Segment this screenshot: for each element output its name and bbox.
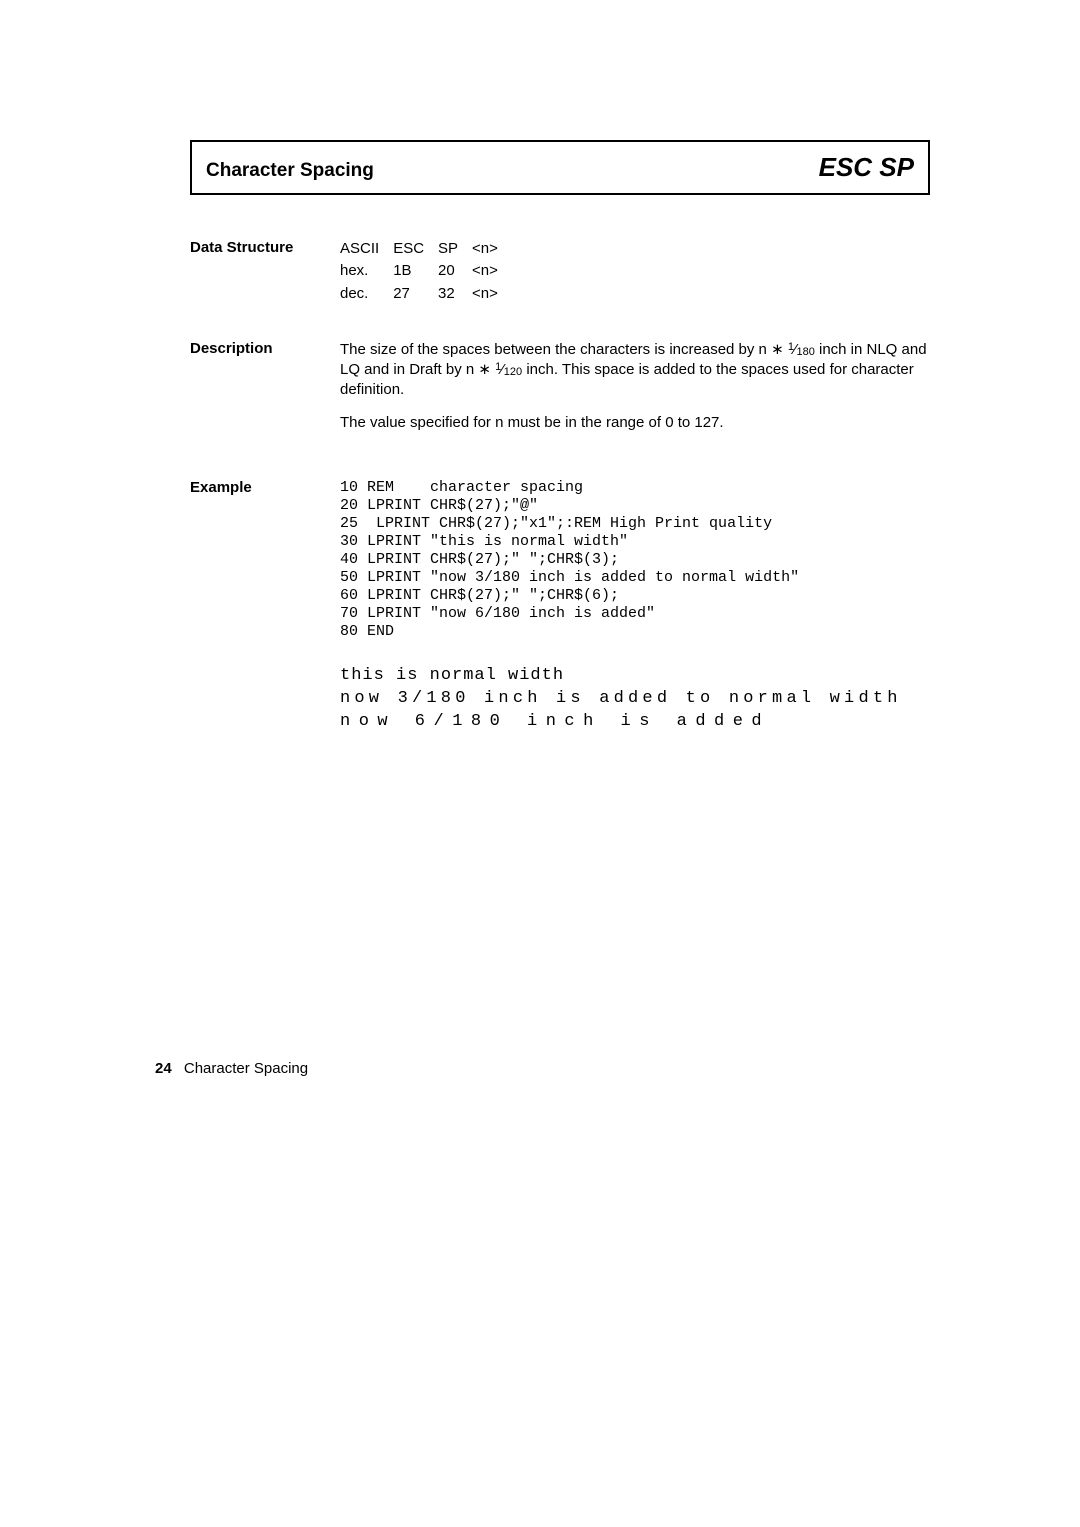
fraction-denominator: 120 bbox=[504, 366, 522, 378]
description-section: Description The size of the spaces betwe… bbox=[190, 340, 930, 445]
table-row: hex. 1B 20 <n> bbox=[340, 261, 512, 283]
page-footer: 24 Character Spacing bbox=[155, 1060, 308, 1077]
ds-cell: <n> bbox=[472, 239, 512, 261]
ds-cell: 1B bbox=[393, 261, 438, 283]
page-number: 24 bbox=[155, 1060, 172, 1077]
ds-cell: hex. bbox=[340, 261, 393, 283]
table-row: dec. 27 32 <n> bbox=[340, 284, 512, 306]
fraction-denominator: 180 bbox=[796, 346, 814, 358]
output-line-1: this is normal width bbox=[340, 665, 930, 688]
ds-cell: dec. bbox=[340, 284, 393, 306]
ds-cell: <n> bbox=[472, 284, 512, 306]
title-right: ESC SP bbox=[819, 152, 914, 183]
ds-cell: 27 bbox=[393, 284, 438, 306]
ds-cell: <n> bbox=[472, 261, 512, 283]
ds-cell: ASCII bbox=[340, 239, 393, 261]
table-row: ASCII ESC SP <n> bbox=[340, 239, 512, 261]
title-left: Character Spacing bbox=[206, 160, 374, 182]
description-paragraph-1: The size of the spaces between the chara… bbox=[340, 340, 930, 401]
desc-text: The size of the spaces between the chara… bbox=[340, 341, 788, 358]
example-label: Example bbox=[190, 479, 340, 734]
data-structure-label: Data Structure bbox=[190, 239, 340, 306]
ds-cell: ESC bbox=[393, 239, 438, 261]
footer-text: Character Spacing bbox=[184, 1060, 308, 1077]
output-line-2: now 3/180 inch is added to normal width bbox=[340, 688, 930, 711]
example-section: Example 10 REM character spacing 20 LPRI… bbox=[190, 479, 930, 734]
title-box: Character Spacing ESC SP bbox=[190, 140, 930, 195]
output-line-3: now 6/180 inch is added bbox=[340, 711, 930, 734]
ds-cell: SP bbox=[438, 239, 472, 261]
data-structure-section: Data Structure ASCII ESC SP <n> hex. 1B … bbox=[190, 239, 930, 306]
example-code: 10 REM character spacing 20 LPRINT CHR$(… bbox=[340, 479, 930, 641]
description-paragraph-2: The value specified for n must be in the… bbox=[340, 413, 930, 433]
description-label: Description bbox=[190, 340, 340, 445]
ds-cell: 20 bbox=[438, 261, 472, 283]
ds-cell: 32 bbox=[438, 284, 472, 306]
data-structure-table: ASCII ESC SP <n> hex. 1B 20 <n> dec. 27 … bbox=[340, 239, 512, 306]
example-output: this is normal width now 3/180 inch is a… bbox=[340, 665, 930, 734]
